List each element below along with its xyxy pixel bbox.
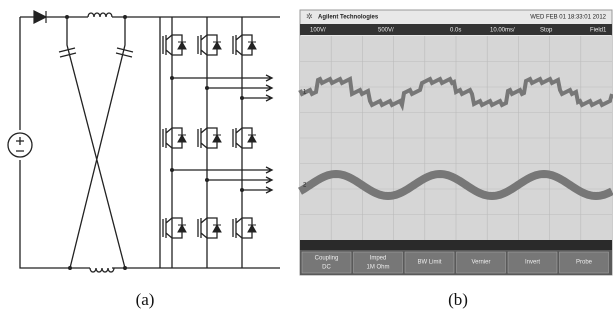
source-sign [16, 137, 24, 151]
output-wire [207, 177, 272, 183]
scope-setting: 100V/ [310, 28, 326, 34]
inductor [90, 268, 114, 272]
softkey-value: DC [322, 265, 331, 271]
scope-setting: Field1 [590, 28, 607, 34]
node [240, 96, 244, 100]
softkey-value: 1M Ohm [366, 265, 389, 271]
softkey-title: BW Limit [418, 260, 442, 266]
node [205, 178, 209, 182]
scope-setting: 10.00ms/ [490, 28, 515, 34]
scope-setting: Stop [540, 28, 553, 34]
output-wire [242, 187, 272, 193]
freewheel-diode [248, 135, 256, 142]
oscilloscope-screenshot: ✲ Agilent Technologies WED FEB 01 18:33:0… [300, 10, 612, 275]
softkey-title: Probe [576, 260, 593, 266]
output-wire [172, 167, 272, 173]
node [170, 76, 174, 80]
softkey-title: Coupling [315, 256, 339, 262]
logo: ✲ [306, 12, 313, 21]
inductor [88, 13, 112, 17]
panel-label: (b) [448, 290, 468, 309]
softkey-title: Imped [370, 256, 387, 262]
status-bar [300, 240, 612, 250]
freewheel-diode [178, 42, 186, 49]
brand: Agilent Technologies [318, 15, 379, 21]
timestamp: WED FEB 01 18:33:01 2012 [530, 15, 606, 21]
node [170, 168, 174, 172]
scope-setting: 0.0s [450, 28, 461, 34]
freewheel-diode [178, 135, 186, 142]
output-wire [242, 95, 272, 101]
output-wire [172, 75, 272, 81]
wire [67, 17, 125, 268]
freewheel-diode [213, 135, 221, 142]
node [205, 86, 209, 90]
softkey-title: Invert [525, 260, 540, 266]
softkey-title: Vernier [471, 260, 490, 266]
freewheel-diode [248, 42, 256, 49]
freewheel-diode [213, 225, 221, 232]
diode [34, 11, 46, 23]
scope-setting: 500V/ [378, 28, 394, 34]
figure: ✲ Agilent Technologies WED FEB 01 18:33:0… [0, 0, 613, 322]
freewheel-diode [213, 42, 221, 49]
freewheel-diode [248, 225, 256, 232]
panel-label: (a) [136, 290, 155, 309]
circuit-diagram [8, 11, 280, 272]
output-wire [207, 85, 272, 91]
freewheel-diode [178, 225, 186, 232]
node [240, 188, 244, 192]
